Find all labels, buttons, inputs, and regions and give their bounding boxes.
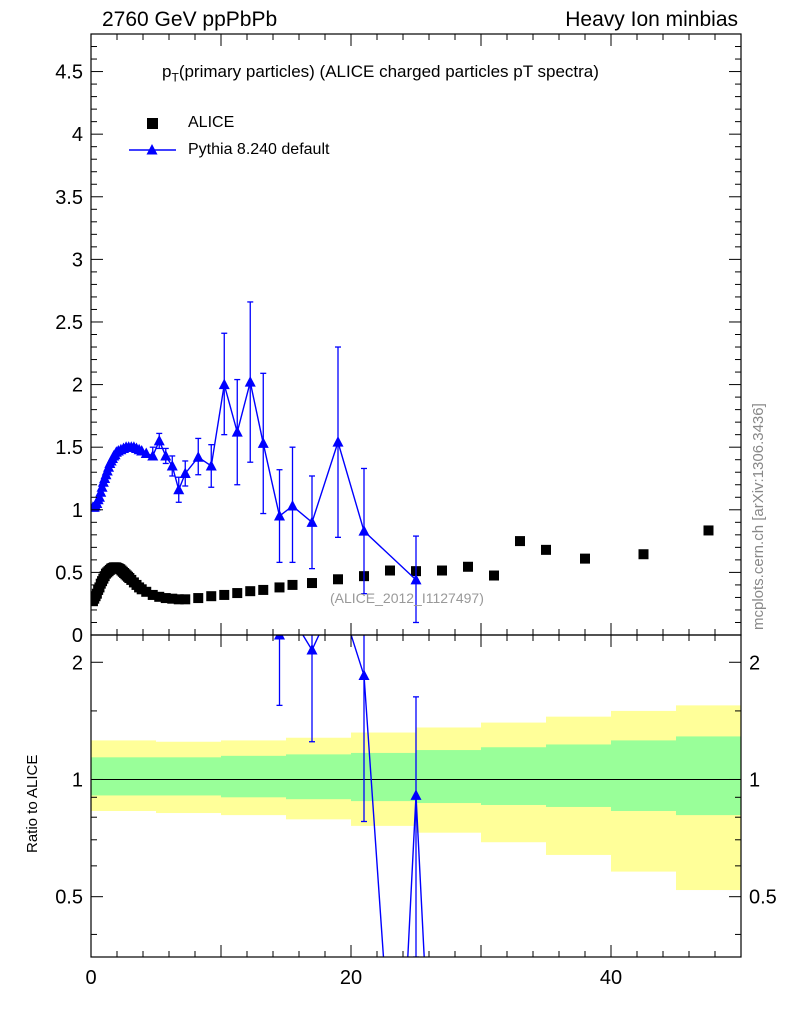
alice-data-point <box>703 525 714 536</box>
axis-ticks: 0 0.5 1 1.5 2 2.5 3 3.5 4 4.5 0 20 40 0.5 0.5 1 1 2 2 <box>55 33 777 989</box>
legend-mc-marker <box>146 144 158 155</box>
ratio-point <box>358 669 370 680</box>
alice-data-point <box>437 565 447 576</box>
alice-data-point <box>147 589 158 600</box>
ratio-y-tick-label-right: 0.5 <box>749 887 777 909</box>
pythia-point <box>166 459 178 471</box>
pythia-line <box>92 381 417 581</box>
ratio-plot-layer <box>274 635 425 957</box>
pythia-point <box>257 437 269 448</box>
ratio-y-tick-label-left: 1 <box>72 769 83 791</box>
ratio-uncertainty-bands <box>91 705 741 891</box>
ratio-x-tick-label: 40 <box>600 967 622 989</box>
ratio-band-inner <box>221 755 286 798</box>
ratio-y-tick-label-right: 1 <box>749 769 760 791</box>
legend-mc-label: Pythia 8.240 default <box>188 141 330 158</box>
alice-data-point <box>160 593 171 604</box>
alice-data-point <box>180 594 191 605</box>
alice-data-point <box>489 570 499 581</box>
pythia-point <box>218 378 230 390</box>
plot-title-p: p <box>162 62 172 81</box>
ratio-y-tick-label-left: 0.5 <box>55 887 83 909</box>
alice-data-point <box>385 565 395 576</box>
plot-title-sub: T <box>171 70 179 85</box>
legend-data-label: ALICE <box>188 114 235 131</box>
alice-data-point <box>287 579 298 590</box>
source-side-label: mcplots.cern.ch [arXiv:1306.3436] <box>750 403 767 630</box>
alice-data-point <box>307 578 317 589</box>
alice-data-point <box>206 591 217 602</box>
pythia-point <box>140 447 152 458</box>
main-y-tick-label: 3 <box>72 249 83 271</box>
main-y-tick-label: 3.5 <box>55 187 83 209</box>
ratio-band-inner <box>416 750 481 804</box>
plot-title-rest: (primary particles) (ALICE charged parti… <box>178 62 599 81</box>
alice-data-point <box>638 549 649 560</box>
ratio-band-inner <box>481 747 546 805</box>
plot-title: pT(primary particles) (ALICE charged par… <box>162 62 599 84</box>
alice-data-point <box>167 593 178 604</box>
pythia-point <box>231 426 243 437</box>
alice-data-point <box>274 582 285 593</box>
ratio-y-axis-label: Ratio to ALICE <box>24 754 41 853</box>
alice-data-point <box>463 561 473 572</box>
main-y-tick-label: 4 <box>72 124 83 146</box>
alice-data-point <box>333 574 343 585</box>
ratio-band-inner <box>286 754 351 800</box>
pythia-point <box>332 436 344 447</box>
pythia-point <box>410 573 422 585</box>
ratio-band-inner <box>546 744 611 807</box>
main-y-tick-label: 4.5 <box>55 62 83 84</box>
main-y-tick-label: 0.5 <box>55 562 83 584</box>
ratio-band-inner <box>156 757 221 796</box>
ratio-point <box>306 644 318 655</box>
alice-data-point <box>258 584 269 595</box>
process-label: Heavy Ion minbias <box>565 8 738 31</box>
alice-data-point <box>219 589 230 600</box>
legend-data-marker <box>147 118 158 129</box>
ratio-point <box>274 635 285 640</box>
ratio-band-inner <box>91 757 156 796</box>
ratio-frame <box>90 634 742 958</box>
alice-data-point <box>154 591 165 602</box>
pythia-point <box>179 467 191 478</box>
pythia-point <box>306 516 318 527</box>
legend-markers <box>129 118 176 155</box>
main-y-tick-label: 2 <box>72 375 83 397</box>
pythia-point <box>287 500 298 511</box>
alice-data-point <box>580 553 590 564</box>
main-y-tick-label: 0 <box>72 625 83 647</box>
pythia-point <box>153 434 165 446</box>
ratio-band-inner <box>611 740 676 811</box>
alice-data-point <box>173 594 184 605</box>
pythia-point <box>274 510 285 521</box>
analysis-watermark: (ALICE_2012_I1127497) <box>330 590 484 606</box>
ratio-y-tick-label-left: 2 <box>72 652 83 674</box>
ratio-band-inner <box>351 752 416 802</box>
pythia-point <box>192 451 204 462</box>
alice-data-point <box>193 593 204 604</box>
pythia-point <box>358 525 370 536</box>
ratio-x-tick-label: 0 <box>85 967 96 989</box>
ratio-band-inner <box>676 736 741 816</box>
ratio-x-tick-label: 20 <box>340 967 362 989</box>
pythia-point <box>173 483 185 495</box>
alice-data-point <box>141 586 152 597</box>
pythia-point <box>147 449 159 461</box>
alice-data-point <box>541 544 551 555</box>
alice-data-point <box>515 536 525 547</box>
energy-label: 2760 GeV ppPbPb <box>102 8 278 31</box>
alice-data-point <box>232 588 243 599</box>
main-y-tick-label: 2.5 <box>55 312 83 334</box>
pythia-point <box>205 459 217 471</box>
pythia-point <box>160 449 172 461</box>
pythia-point <box>244 376 256 387</box>
main-y-tick-label: 1 <box>72 500 83 522</box>
main-y-tick-label: 1.5 <box>55 437 83 459</box>
ratio-point <box>410 789 422 800</box>
alice-data-point <box>245 586 256 597</box>
main-plot-layer <box>91 301 714 624</box>
ratio-y-tick-label-right: 2 <box>749 652 760 674</box>
